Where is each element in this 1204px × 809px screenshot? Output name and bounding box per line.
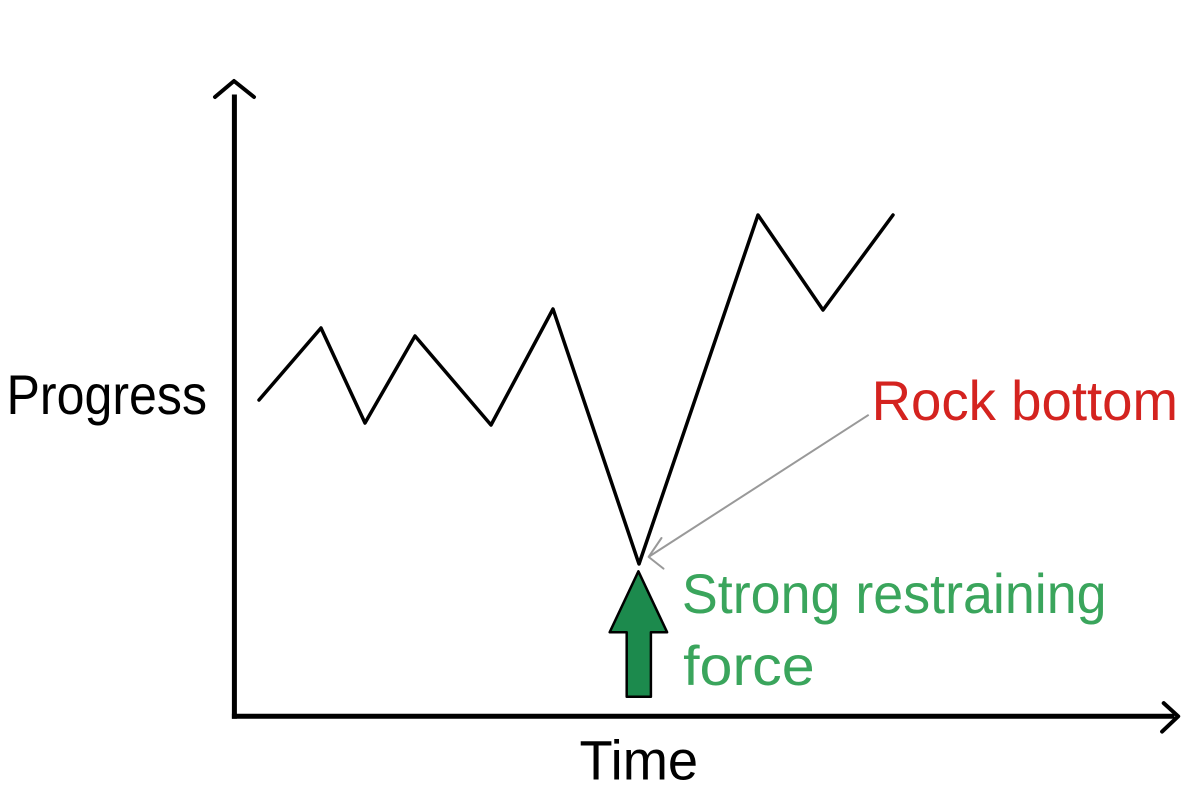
svg-text:Rock bottom: Rock bottom	[872, 369, 1178, 432]
svg-text:Strong restraining: Strong restraining	[682, 562, 1107, 625]
svg-text:Progress: Progress	[7, 363, 208, 426]
svg-text:Time: Time	[580, 729, 699, 792]
svg-text:force: force	[683, 634, 815, 697]
